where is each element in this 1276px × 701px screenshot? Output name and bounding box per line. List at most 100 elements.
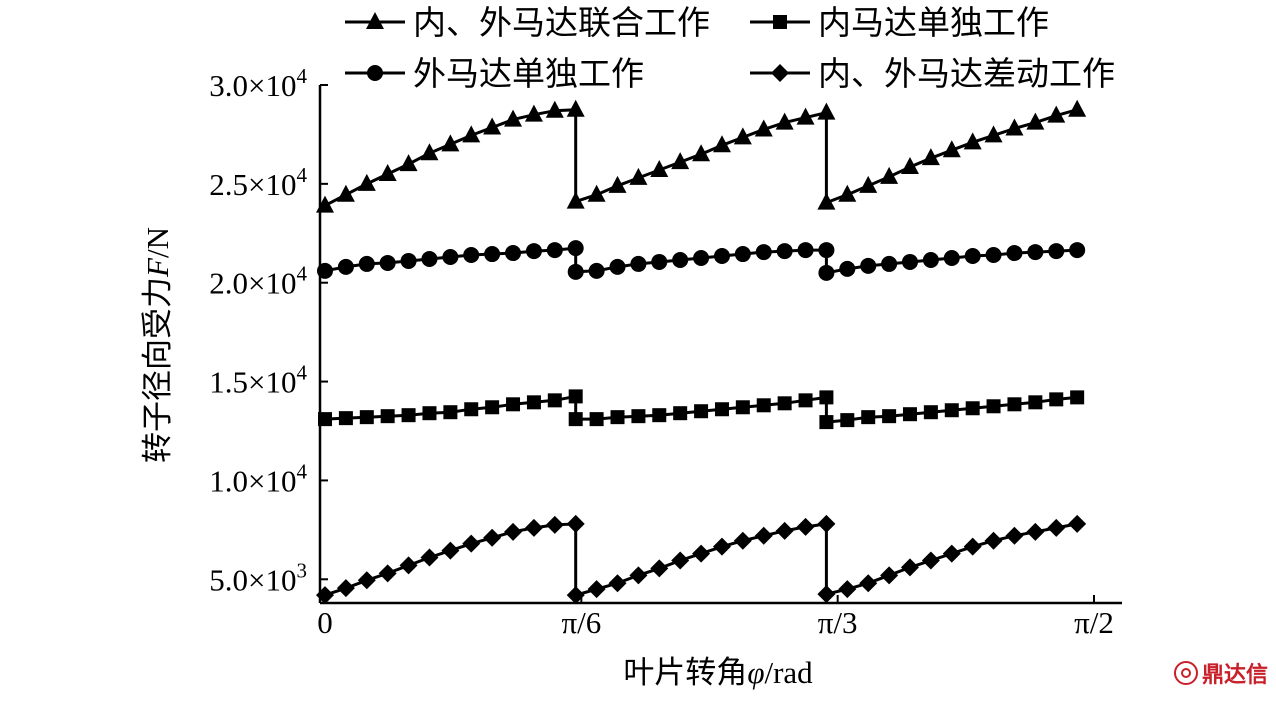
data-point — [567, 263, 584, 280]
y-tick-label: 1.5×104 — [209, 361, 307, 400]
data-point — [881, 255, 898, 272]
data-point — [316, 195, 334, 213]
data-point — [483, 528, 502, 547]
data-point — [630, 255, 647, 272]
series-triangle — [316, 99, 1087, 213]
data-point — [775, 112, 794, 130]
data-point — [1006, 245, 1023, 262]
data-point — [1048, 243, 1065, 260]
x-tick-label: π/6 — [561, 605, 601, 640]
data-point — [524, 518, 543, 537]
data-point — [880, 166, 899, 184]
x-tick-label: π/2 — [1074, 605, 1114, 640]
data-point — [776, 243, 793, 260]
data-point — [505, 245, 522, 262]
data-point — [504, 522, 523, 541]
legend-marker — [366, 12, 384, 29]
data-point — [900, 558, 919, 577]
data-point — [357, 571, 376, 590]
data-point — [902, 407, 917, 422]
data-point — [380, 409, 395, 424]
series-diamond — [316, 514, 1087, 605]
data-point — [671, 152, 690, 170]
data-point — [963, 132, 982, 150]
y-tick-label: 3.0×104 — [209, 64, 307, 103]
series-circle — [317, 240, 1086, 281]
data-point — [797, 242, 814, 259]
legend-item: 内、外马达联合工作 — [345, 3, 710, 42]
data-point — [483, 117, 502, 135]
data-point — [984, 531, 1003, 550]
data-point — [733, 127, 752, 145]
data-point — [712, 135, 731, 153]
data-point — [713, 248, 730, 265]
data-point — [525, 243, 542, 260]
data-point — [984, 125, 1003, 143]
data-point — [860, 257, 877, 274]
data-point — [942, 544, 961, 563]
data-point — [1007, 397, 1022, 412]
data-point — [401, 408, 416, 423]
data-point — [965, 401, 980, 416]
data-point — [420, 143, 439, 161]
data-point — [462, 125, 481, 143]
data-point — [1005, 526, 1024, 545]
data-point — [485, 400, 500, 415]
data-point — [777, 396, 792, 411]
data-point — [1028, 395, 1043, 410]
data-point — [712, 537, 731, 556]
data-point — [462, 534, 481, 553]
data-point — [734, 246, 751, 263]
data-point — [587, 580, 606, 599]
data-point — [650, 160, 669, 178]
data-point — [756, 398, 771, 413]
data-point — [589, 412, 604, 427]
data-point — [1069, 242, 1086, 259]
data-point — [443, 405, 458, 420]
data-point — [921, 148, 940, 166]
data-point — [399, 154, 418, 172]
data-point — [336, 184, 355, 202]
data-point — [986, 399, 1001, 414]
data-point — [838, 184, 857, 202]
data-point — [817, 192, 836, 210]
legend-item: 外马达单独工作 — [345, 54, 644, 93]
legend-label: 内、外马达联合工作 — [413, 3, 710, 42]
data-point — [421, 250, 438, 267]
data-point — [441, 134, 460, 152]
y-tick-label: 2.0×104 — [209, 262, 307, 301]
legend-label: 外马达单独工作 — [413, 54, 644, 93]
data-point — [943, 249, 960, 266]
legend-marker — [773, 15, 787, 29]
axes — [318, 85, 1122, 605]
legend-item: 内、外马达差动工作 — [750, 54, 1115, 93]
data-point — [694, 404, 709, 419]
x-tick-label: 0 — [317, 605, 333, 640]
data-point — [817, 514, 836, 533]
data-point — [693, 249, 710, 266]
legend-label: 内、外马达差动工作 — [818, 54, 1115, 93]
data-point — [379, 254, 396, 271]
data-point — [504, 109, 523, 127]
data-point — [464, 402, 479, 417]
data-point — [336, 579, 355, 598]
watermark: 鼎达信 — [1173, 657, 1268, 689]
data-point — [629, 566, 648, 585]
data-point — [1026, 522, 1045, 541]
data-point — [568, 389, 583, 404]
data-point — [545, 100, 564, 118]
data-point — [673, 406, 688, 421]
data-point — [545, 515, 564, 534]
y-tick-label: 1.0×104 — [209, 459, 307, 498]
data-point — [838, 580, 857, 599]
data-point — [566, 191, 585, 209]
data-point — [378, 163, 397, 181]
y-axis-var: F — [140, 257, 175, 278]
watermark-logo-icon — [1173, 661, 1198, 685]
data-point — [338, 411, 353, 426]
data-point — [944, 403, 959, 418]
data-point — [608, 574, 627, 593]
y-tick-label: 5.0×103 — [209, 558, 307, 597]
data-point — [840, 413, 855, 428]
data-point — [546, 242, 563, 259]
